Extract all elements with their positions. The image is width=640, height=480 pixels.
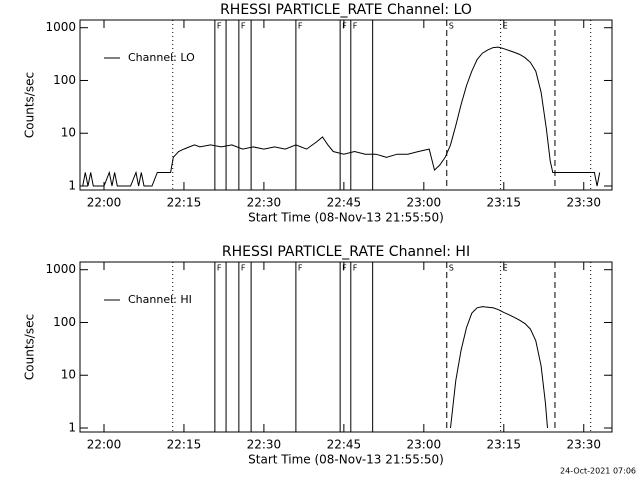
y-axis-label: Counts/sec xyxy=(23,72,37,138)
y-tick-label: 100 xyxy=(53,315,76,329)
y-tick-label: 10 xyxy=(61,368,76,382)
y-tick-label: 1000 xyxy=(45,20,76,34)
x-tick-label: 22:00 xyxy=(87,196,122,210)
chart-title: RHESSI PARTICLE_RATE Channel: LO xyxy=(220,2,472,18)
x-tick-label: 23:30 xyxy=(566,438,601,452)
legend-label: Channel: HI xyxy=(128,293,192,306)
legend-label: Channel: LO xyxy=(128,51,195,64)
event-label: F xyxy=(217,22,222,31)
y-tick-label: 100 xyxy=(53,73,76,87)
x-tick-label: 22:15 xyxy=(167,196,202,210)
x-tick-label: 23:00 xyxy=(407,196,442,210)
y-tick-label: 10 xyxy=(61,126,76,140)
data-line xyxy=(450,306,548,429)
event-label: F xyxy=(298,22,303,31)
x-axis-label: Start Time (08-Nov-13 21:55:50) xyxy=(248,453,444,467)
y-tick-label: 1000 xyxy=(45,262,76,276)
y-axis-label: Counts/sec xyxy=(23,314,37,380)
event-label: F xyxy=(353,264,358,273)
x-tick-label: 23:00 xyxy=(407,438,442,452)
x-tick-label: 22:45 xyxy=(327,196,362,210)
event-label: S xyxy=(449,264,454,273)
data-line xyxy=(82,46,601,187)
y-tick-label: 1 xyxy=(68,421,76,435)
event-label: F xyxy=(241,264,246,273)
x-axis-label: Start Time (08-Nov-13 21:55:50) xyxy=(248,211,444,225)
x-tick-label: 23:15 xyxy=(486,438,521,452)
x-tick-label: 22:30 xyxy=(247,438,282,452)
y-tick-label: 1 xyxy=(68,179,76,193)
plot-frame xyxy=(79,261,613,433)
chart-title: RHESSI PARTICLE_RATE Channel: HI xyxy=(222,244,470,260)
x-tick-label: 23:30 xyxy=(566,196,601,210)
event-label: F xyxy=(353,22,358,31)
x-tick-label: 23:15 xyxy=(486,196,521,210)
plot-frame xyxy=(79,19,613,191)
event-label: F xyxy=(342,264,347,273)
event-label: E xyxy=(503,264,508,273)
footer: 24-Oct-2021 07:06 xyxy=(560,467,636,476)
event-label: F xyxy=(217,264,222,273)
event-label: F xyxy=(241,22,246,31)
x-tick-label: 22:30 xyxy=(247,196,282,210)
event-label: E xyxy=(503,22,508,31)
event-label: F xyxy=(298,264,303,273)
x-tick-label: 22:45 xyxy=(327,438,362,452)
event-label: F xyxy=(342,22,347,31)
x-tick-label: 22:15 xyxy=(167,438,202,452)
x-tick-label: 22:00 xyxy=(87,438,122,452)
event-label: S xyxy=(449,22,454,31)
